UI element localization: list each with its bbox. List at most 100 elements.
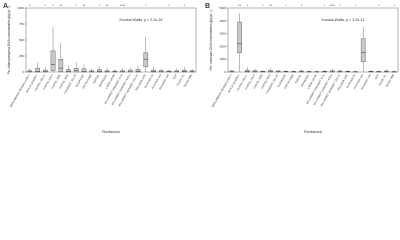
x-tick-label: TELEKI 5BB [384, 73, 395, 88]
significance: ** [59, 4, 62, 8]
box [66, 69, 71, 73]
y-tick-label: 1000 [219, 57, 226, 61]
y-tick-label: 4000 [219, 19, 226, 23]
x-tick-label: DOGRIDGE [74, 73, 85, 87]
box [158, 70, 164, 73]
y-tick-label: 500 [19, 38, 24, 42]
significance: * [301, 4, 303, 8]
y-tick-label: 1000 [17, 6, 24, 10]
x-axis-label: Rootstock [304, 129, 322, 134]
box [42, 69, 48, 73]
y-axis-label: Pa. chlamydospora DNA concentration (pg/… [7, 6, 11, 75]
box [384, 70, 389, 73]
significance: * [168, 4, 170, 8]
x-tick-label: CASTEL 4010 [260, 73, 272, 90]
significance: * [52, 4, 54, 8]
x-tick-label: TELEKI 5C [175, 73, 185, 86]
y-tick-label: 2000 [219, 44, 226, 48]
significance: * [355, 4, 357, 8]
significance: ** [106, 4, 109, 8]
box [275, 70, 281, 73]
x-tick-label: CASTEL 3309 [252, 73, 264, 90]
x-tick-label: LIDER 116-60 [306, 73, 318, 90]
box [127, 69, 133, 73]
y-tick-label: 0 [224, 70, 226, 74]
x-tick-label: FERCAL [294, 73, 303, 84]
box [299, 70, 304, 73]
significance: * [45, 4, 47, 8]
x-tick-label: TELEKI 5C [377, 73, 387, 86]
figure: A 0 250 500 750 1000 Pa. chlamydospora DNA con… [3, 3, 399, 134]
y-tick-label: 750 [19, 22, 24, 26]
significance: * [247, 4, 249, 8]
annotation: Kruskal-Wallis, p < 2.2e-16 [120, 18, 163, 22]
box [73, 67, 79, 73]
box [237, 21, 242, 53]
box [337, 70, 343, 73]
x-tick-label: SO4 [373, 73, 379, 80]
x-tick-label: RICHTER 99 [345, 73, 356, 89]
x-tick-label: ESCOLA 5BB [283, 73, 295, 89]
x-tick-label: TELEKI 5BB [182, 73, 193, 88]
x-tick-label: GRAVESAC [97, 73, 108, 87]
significance: * [378, 4, 380, 8]
y-tick-label: 5000 [219, 6, 226, 10]
box [27, 70, 33, 73]
x-tick-label: CASTEL 3309 [50, 73, 62, 90]
box [252, 70, 258, 73]
significance: * [262, 4, 264, 8]
x-tick-label: FERCAL [92, 73, 101, 84]
box [174, 70, 180, 73]
panel-label: B [205, 3, 210, 10]
annotation: Kruskal-Wallis, p = 3.2e-13 [322, 18, 365, 22]
significance: * [184, 4, 186, 8]
x-tick-label: DOGRIDGE [276, 73, 287, 87]
significance: **** [120, 4, 126, 8]
box [229, 70, 235, 73]
box [135, 69, 141, 73]
significance: ** [83, 4, 86, 8]
box [151, 69, 156, 73]
box [329, 70, 335, 73]
plot-frame [227, 7, 399, 73]
significance: * [339, 4, 341, 8]
significance: ** [269, 4, 272, 8]
box [120, 70, 125, 73]
x-tick-label: RICHTER 99 [143, 73, 154, 89]
significance: * [285, 4, 287, 8]
x-tick-label: CASTEL 4010 [58, 73, 70, 90]
y-tick-label: 250 [19, 54, 24, 58]
box [97, 69, 102, 73]
x-tick-label: SO4 [171, 73, 177, 80]
panel-label: A [3, 3, 8, 10]
box [244, 69, 250, 73]
x-tick-label: GRAVESAC [299, 73, 310, 87]
significance: * [76, 4, 78, 8]
box [81, 68, 87, 73]
significance: * [145, 4, 147, 8]
significance: * [393, 4, 395, 8]
box [58, 59, 64, 72]
y-axis-label: Pm. minimum DNA concentration (pg/µL⁻¹) [209, 10, 213, 71]
significance: * [324, 4, 326, 8]
significance: * [99, 4, 101, 8]
x-tick-label: RICHTER 110 [352, 73, 364, 90]
y-tick-label: 0 [22, 70, 24, 74]
significance: **** [330, 4, 336, 8]
box [50, 50, 56, 71]
box [268, 70, 273, 73]
y-tick-label: 3000 [219, 32, 226, 36]
box [143, 52, 149, 68]
x-tick-label: LIDER 116-60 [104, 73, 116, 90]
box [89, 70, 95, 73]
significance: * [29, 4, 31, 8]
box [35, 67, 40, 73]
significance: ** [238, 4, 241, 8]
box [182, 69, 187, 73]
x-tick-label: RICHTER 110 [150, 73, 162, 90]
box [360, 38, 366, 62]
x-axis-label: Rootstock [102, 129, 120, 134]
box [104, 70, 110, 73]
x-tick-label: ESCOLA 5BB [81, 73, 93, 89]
box [189, 70, 195, 73]
